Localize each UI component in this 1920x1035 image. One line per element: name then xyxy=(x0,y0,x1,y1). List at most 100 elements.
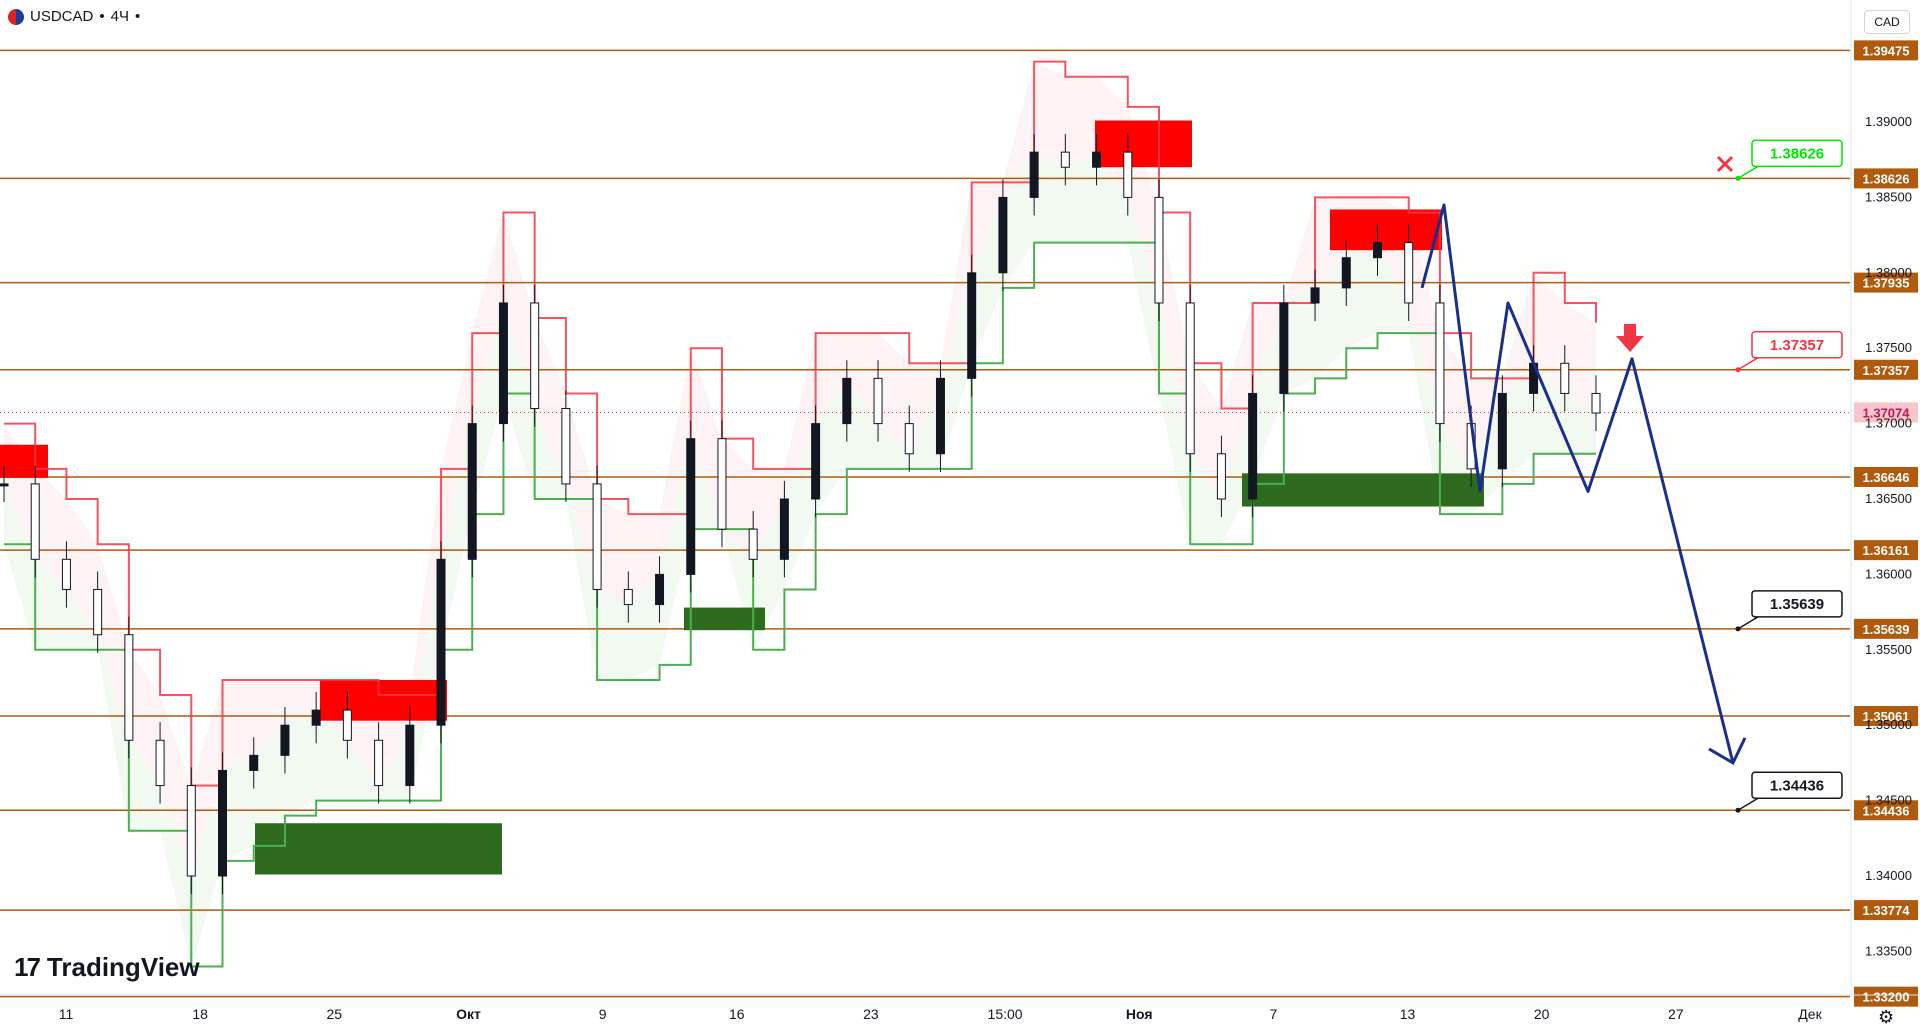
candle-body xyxy=(967,272,977,379)
time-tick-label: Дек xyxy=(1798,1006,1822,1022)
candle xyxy=(467,405,477,578)
candle xyxy=(186,767,196,895)
currency-selector[interactable]: CAD xyxy=(1864,10,1910,34)
level-price-badge xyxy=(1854,272,1918,293)
level-price-text: 1.33200 xyxy=(1863,990,1910,1005)
callout-anchor xyxy=(1735,807,1741,813)
candle-body xyxy=(998,196,1008,274)
projection-arrowhead xyxy=(1708,737,1747,766)
candle-body xyxy=(61,558,71,590)
x-mark-stroke xyxy=(1716,155,1734,173)
candle-body xyxy=(155,739,165,787)
time-tick-label: 16 xyxy=(729,1006,745,1022)
candle xyxy=(405,707,415,804)
price-tick-label: 1.34500 xyxy=(1865,793,1912,808)
candle xyxy=(498,284,508,442)
candle-body xyxy=(1341,257,1351,289)
candle-body xyxy=(280,724,290,756)
candle xyxy=(1404,224,1414,322)
candle xyxy=(1029,134,1039,216)
supply-zone xyxy=(1330,209,1442,251)
target-callout[interactable]: 1.35639 xyxy=(1735,590,1843,632)
candle xyxy=(436,541,446,744)
candle xyxy=(686,420,696,593)
candle-body xyxy=(1248,392,1258,500)
level-price-text: 1.39475 xyxy=(1863,43,1910,58)
candle xyxy=(1123,134,1133,216)
candle xyxy=(1310,269,1320,322)
support-fill xyxy=(4,152,1596,967)
callout-anchor xyxy=(1735,175,1741,181)
candle-body xyxy=(1029,151,1039,198)
callout-value: 1.34436 xyxy=(1770,777,1824,794)
candle xyxy=(904,405,914,472)
level-price-text: 1.37357 xyxy=(1863,363,1910,378)
candle-body xyxy=(811,423,821,500)
candle-body xyxy=(249,754,259,771)
header-separator: • xyxy=(99,8,105,25)
candle xyxy=(811,405,821,518)
candle xyxy=(998,179,1008,291)
current-price-badge xyxy=(1854,402,1918,423)
price-tick-label: 1.37000 xyxy=(1865,416,1912,431)
candle-body xyxy=(405,724,415,787)
candle xyxy=(61,541,71,608)
time-tick-label: 18 xyxy=(192,1006,208,1022)
candle xyxy=(1248,375,1258,518)
price-tick-label: 1.39000 xyxy=(1865,114,1912,129)
candle-body xyxy=(1310,287,1320,304)
candle xyxy=(530,284,540,427)
candle-body xyxy=(0,483,9,487)
target-callout[interactable]: 1.37357 xyxy=(1735,331,1843,373)
candle-body xyxy=(498,302,508,425)
callout-value: 1.37357 xyxy=(1770,337,1824,354)
candle-body xyxy=(1216,453,1226,500)
candle xyxy=(280,707,290,774)
price-tick-label: 1.35000 xyxy=(1865,717,1912,732)
x-mark-icon xyxy=(1716,155,1734,173)
target-callout[interactable]: 1.38626 xyxy=(1735,139,1843,181)
level-price-badge xyxy=(1854,466,1918,487)
candle xyxy=(1560,345,1570,412)
candle-body xyxy=(1591,392,1601,414)
candle-body xyxy=(93,588,103,636)
symbol-name[interactable]: USDCAD xyxy=(30,8,94,25)
candle-body xyxy=(342,709,352,741)
level-price-text: 1.34436 xyxy=(1863,803,1910,818)
time-tick-label: Ноя xyxy=(1126,1006,1153,1022)
projection-path xyxy=(1420,203,1735,764)
candle-body xyxy=(311,709,321,726)
logo-text: TradingView xyxy=(46,952,200,982)
level-price-text: 1.36646 xyxy=(1863,470,1910,485)
support-stepline xyxy=(4,241,1596,968)
time-tick-label: 9 xyxy=(599,1006,607,1022)
supply-zone xyxy=(0,444,48,478)
gear-icon[interactable]: ⚙ xyxy=(1878,1007,1895,1027)
supply-zone xyxy=(320,679,447,721)
target-callout[interactable]: 1.34436 xyxy=(1735,771,1843,813)
candle xyxy=(249,737,259,789)
candle-body xyxy=(436,558,446,726)
candle-body xyxy=(717,438,727,530)
tradingview-logo: 17 TradingView xyxy=(14,952,200,983)
candle xyxy=(935,360,945,472)
interval-label[interactable]: 4Ч xyxy=(110,8,129,25)
candle-body xyxy=(1060,151,1070,168)
level-price-badge xyxy=(1854,800,1918,821)
candle-body xyxy=(1404,242,1414,304)
candle xyxy=(311,692,321,744)
callout-box xyxy=(1751,331,1843,359)
candle-body xyxy=(374,739,384,787)
candle-body xyxy=(686,438,696,575)
candle xyxy=(1060,134,1070,186)
candle xyxy=(342,692,352,759)
candle xyxy=(779,480,789,578)
candle-body xyxy=(530,302,540,410)
price-tick-label: 1.37500 xyxy=(1865,340,1912,355)
level-price-text: 1.35639 xyxy=(1863,622,1910,637)
price-tick-label: 1.36000 xyxy=(1865,566,1912,581)
candle xyxy=(374,722,384,804)
candle-body xyxy=(1497,392,1507,470)
candle-body xyxy=(1185,302,1195,455)
